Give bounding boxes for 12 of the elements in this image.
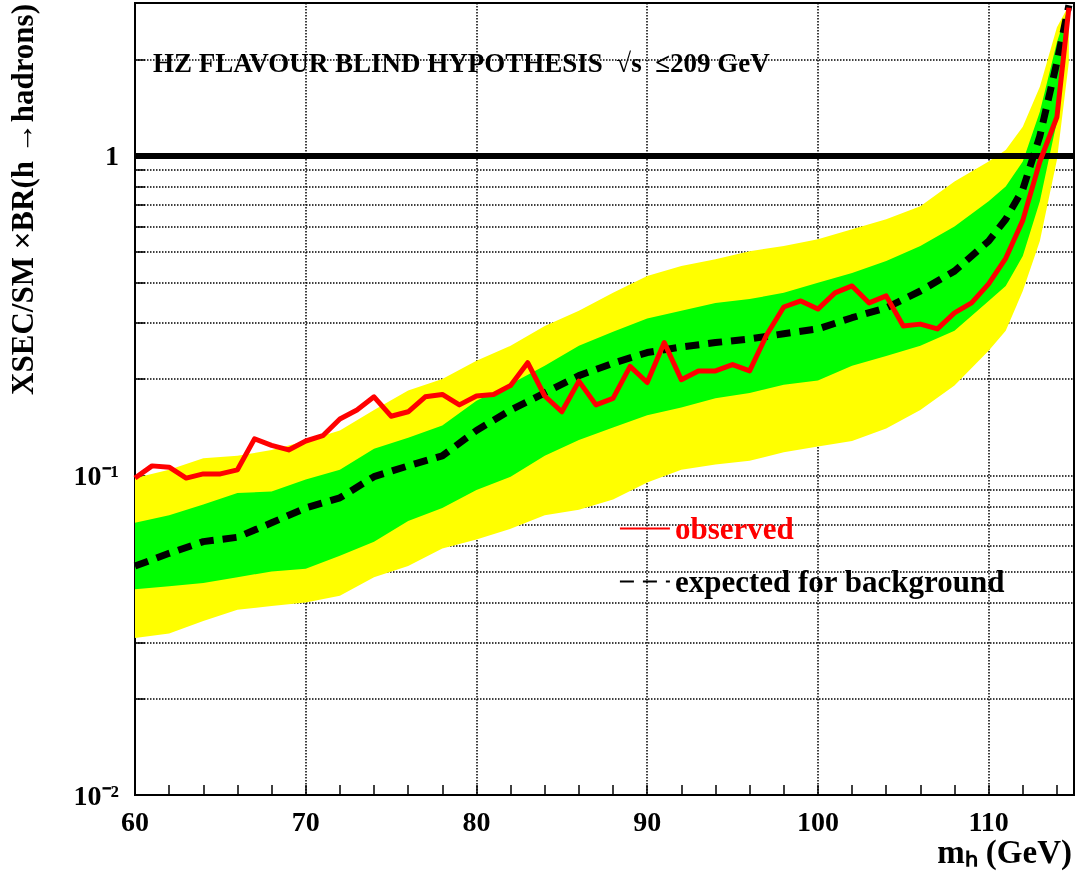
x-tick-label: 70: [291, 805, 320, 837]
x-tick-label: 100: [796, 805, 839, 837]
y-tick-label: 10⁻²: [73, 779, 119, 811]
y-tick-label: 1: [105, 140, 119, 172]
x-tick-label: 60: [121, 805, 149, 837]
legend-label: expected for background: [674, 564, 1005, 599]
y-axis-title: XSEC/SM ×BR(h →hadrons): [4, 4, 40, 395]
y-tick-label: 10⁻¹: [73, 459, 119, 491]
x-tick-label: 80: [462, 805, 491, 837]
x-tick-label: 90: [633, 805, 662, 837]
legend-label: observed: [674, 511, 794, 546]
text: HZ FLAVOUR BLIND HYPOTHESIS √s ≤209 GeV: [153, 47, 771, 78]
